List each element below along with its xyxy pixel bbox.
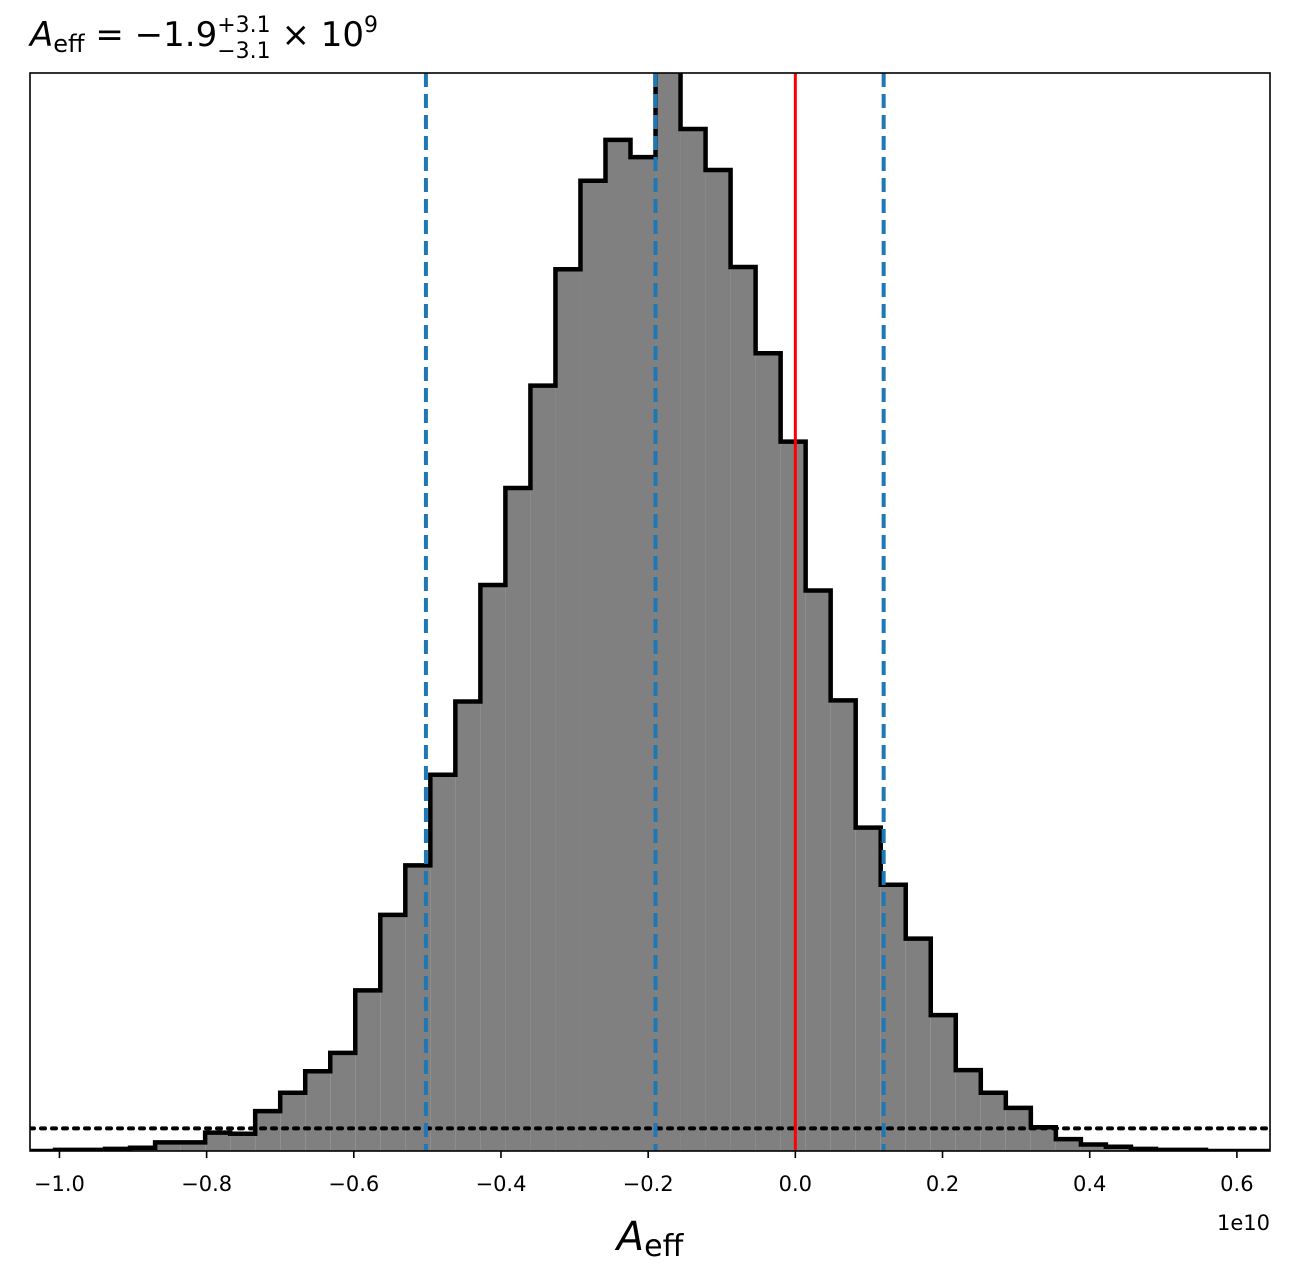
histogram-bar — [380, 914, 406, 1151]
histogram-bar — [355, 990, 381, 1151]
title-multiplier: × 10 — [271, 15, 364, 55]
axes-frame — [29, 72, 1271, 1152]
histogram-bar — [680, 129, 706, 1151]
histogram-bar — [455, 701, 481, 1151]
histogram-bar — [280, 1092, 306, 1151]
histogram-bar — [205, 1132, 231, 1151]
histogram-bar — [905, 938, 931, 1151]
histogram-bar — [430, 774, 456, 1151]
x-offset-label: 1e10 — [1217, 1211, 1270, 1235]
title-symbol-sub: eff — [53, 30, 85, 58]
histogram-bar — [980, 1092, 1006, 1151]
histogram-bar — [805, 590, 831, 1151]
histogram-bar — [180, 1142, 206, 1151]
histogram-bar — [705, 170, 731, 1151]
histogram-bar — [155, 1142, 181, 1151]
x-tick-label: −0.2 — [623, 1172, 674, 1196]
histogram-bar — [230, 1133, 256, 1151]
histogram-bar — [580, 180, 606, 1151]
histogram-bar — [830, 700, 856, 1151]
x-tick-label: 0.4 — [1073, 1172, 1106, 1196]
x-tick-label: −1.0 — [34, 1172, 85, 1196]
histogram-bar — [1030, 1127, 1056, 1151]
title-lower-error: −3.1 — [217, 39, 270, 64]
histogram-bar — [255, 1111, 281, 1151]
xlabel-symbol-sub: eff — [644, 1229, 684, 1264]
histogram-bar — [305, 1071, 331, 1151]
x-tick-label: 0.0 — [779, 1172, 812, 1196]
histogram-bar — [930, 1015, 956, 1151]
title-symbol: A — [28, 15, 53, 55]
histogram-bar — [505, 488, 531, 1151]
histogram-bar — [480, 585, 506, 1151]
x-axis-label: Aeff — [614, 1214, 685, 1264]
histogram-bar — [955, 1070, 981, 1151]
x-tick-label: −0.6 — [328, 1172, 379, 1196]
xlabel-symbol: A — [614, 1214, 644, 1260]
chart-title: Aeff = −1.9+3.1 −3.1 × 109 — [28, 13, 378, 64]
plot-area — [30, 73, 1270, 1151]
histogram-bar — [855, 827, 881, 1151]
title-upper-error: +3.1 — [217, 13, 270, 38]
x-tick-label: 0.6 — [1220, 1172, 1253, 1196]
histogram-bar — [780, 441, 806, 1151]
histogram-bar — [1080, 1144, 1106, 1151]
histogram-bar — [530, 385, 556, 1151]
title-exponent: 9 — [364, 13, 378, 38]
x-tick-label: −0.4 — [475, 1172, 526, 1196]
x-tick-label: 0.2 — [926, 1172, 959, 1196]
histogram-bar — [605, 139, 631, 1151]
histogram-bar — [755, 353, 781, 1151]
histogram-bar — [730, 267, 756, 1151]
histogram-bar — [555, 269, 581, 1151]
x-axis-ticks: −1.0 −0.8 −0.6 −0.4 −0.2 0.0 0.2 0.4 0.6 — [34, 1151, 1254, 1196]
x-tick-label: −0.8 — [181, 1172, 232, 1196]
title-value: = −1.9 — [85, 15, 218, 55]
histogram-bar — [330, 1052, 356, 1151]
histogram-bar — [630, 157, 656, 1151]
histogram-bar — [1055, 1139, 1081, 1151]
histogram-bar — [655, 73, 681, 1151]
